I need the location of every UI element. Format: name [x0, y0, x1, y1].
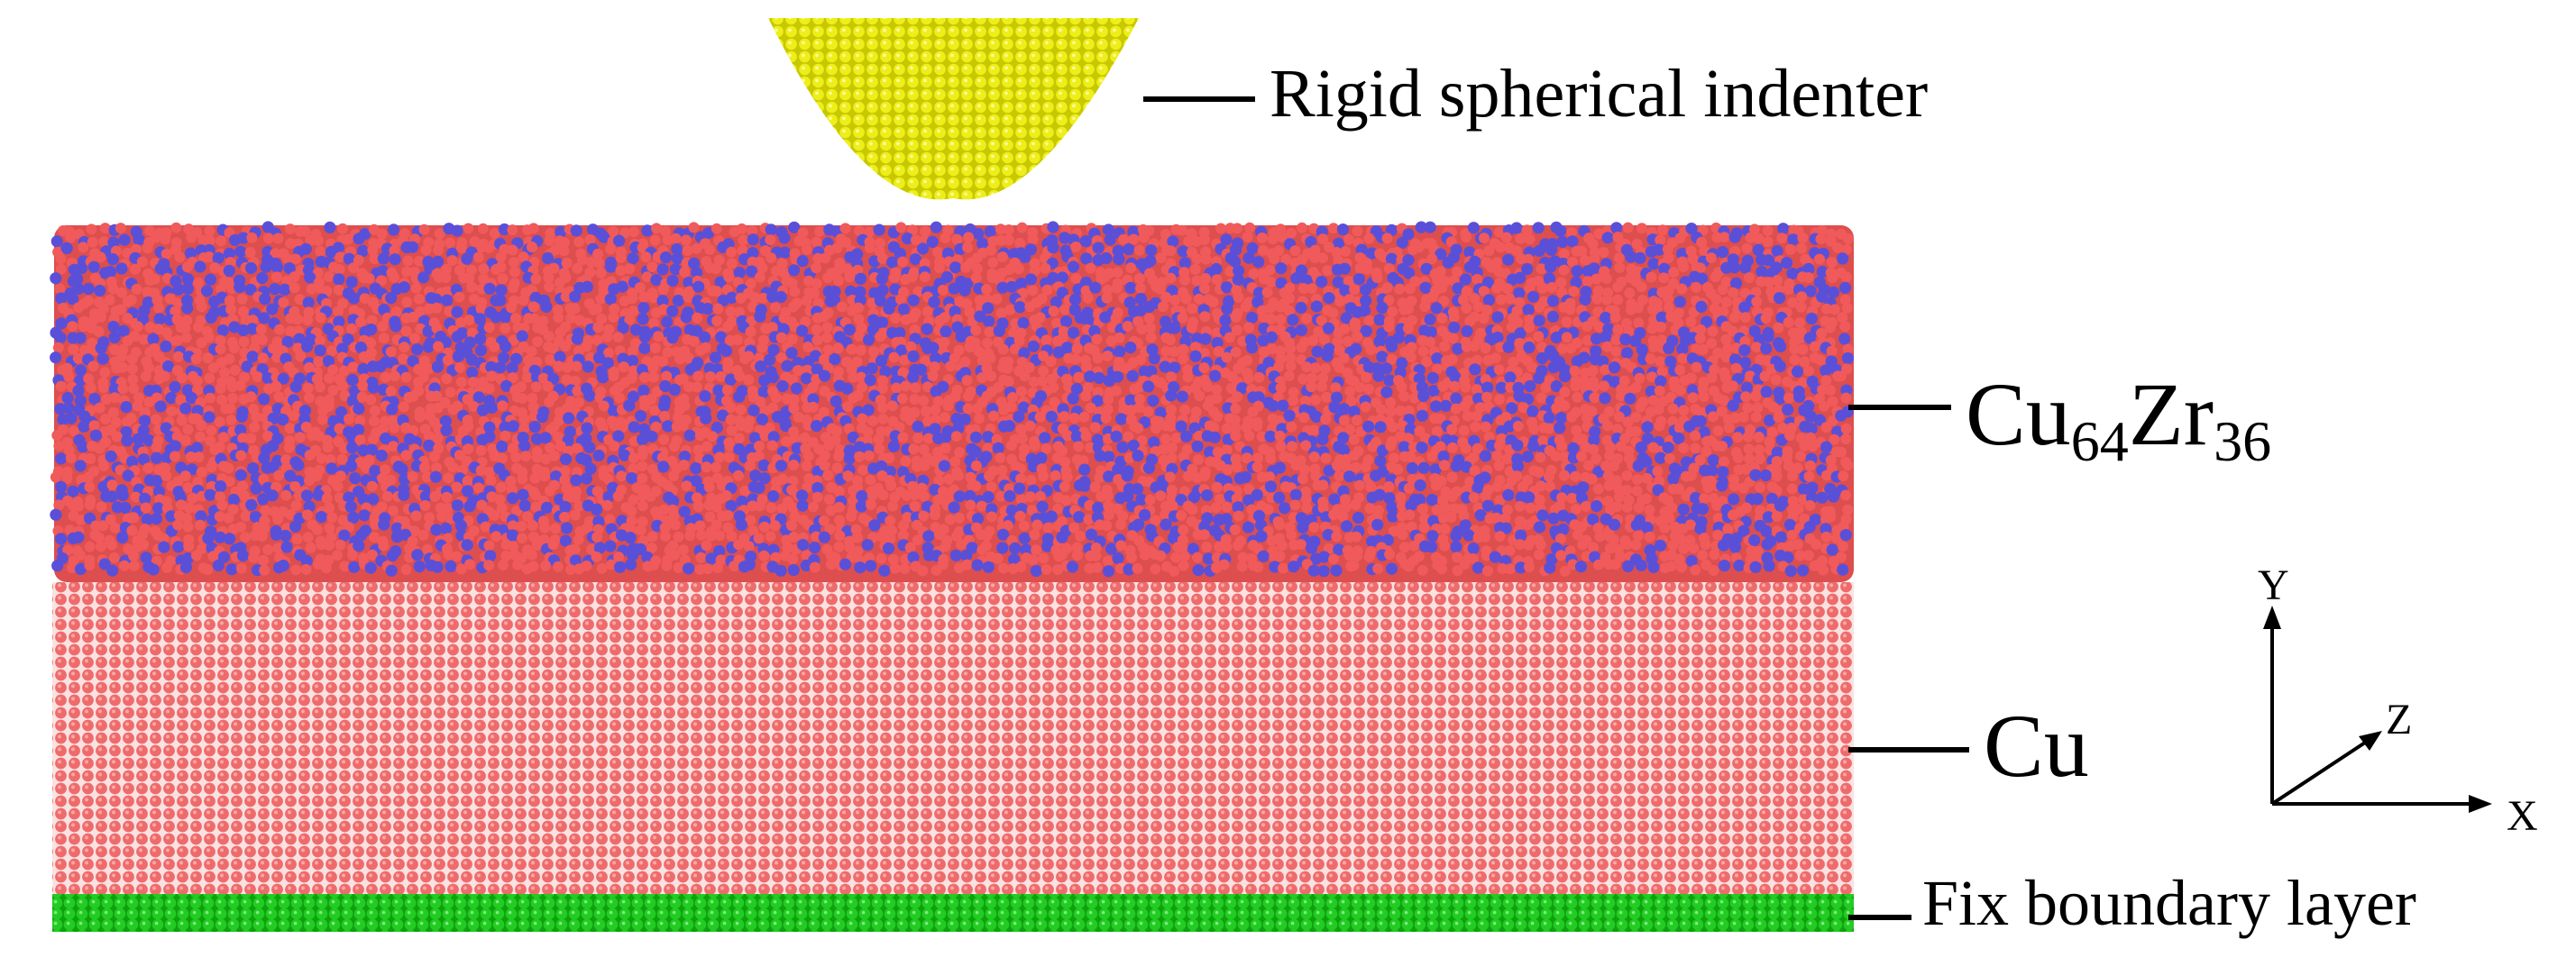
cuzr-amorphous-layer: [50, 221, 1855, 582]
axis-label-y: Y: [2258, 561, 2289, 609]
axis-label-z: Z: [2386, 696, 2413, 743]
label-fix-boundary-layer: Fix boundary layer: [1922, 867, 2416, 939]
label-cu64zr36: Cu64Zr36: [1966, 369, 2271, 470]
label-cuzr-sub-64: 64: [2070, 409, 2129, 473]
label-cuzr-cu: Cu: [1966, 364, 2071, 464]
fix-boundary-layer: [52, 894, 1854, 932]
label-rigid-spherical-indenter: Rigid spherical indenter: [1270, 56, 1929, 132]
label-cuzr-sub-36: 36: [2214, 409, 2272, 473]
coordinate-axes: [2263, 606, 2492, 813]
label-cuzr-zr: Zr: [2128, 364, 2214, 464]
cu-crystal-layer: [52, 582, 1854, 894]
axis-label-x: X: [2507, 792, 2538, 840]
indenter-hemisphere: [768, 18, 1139, 200]
label-cu: Cu: [1984, 696, 2089, 796]
